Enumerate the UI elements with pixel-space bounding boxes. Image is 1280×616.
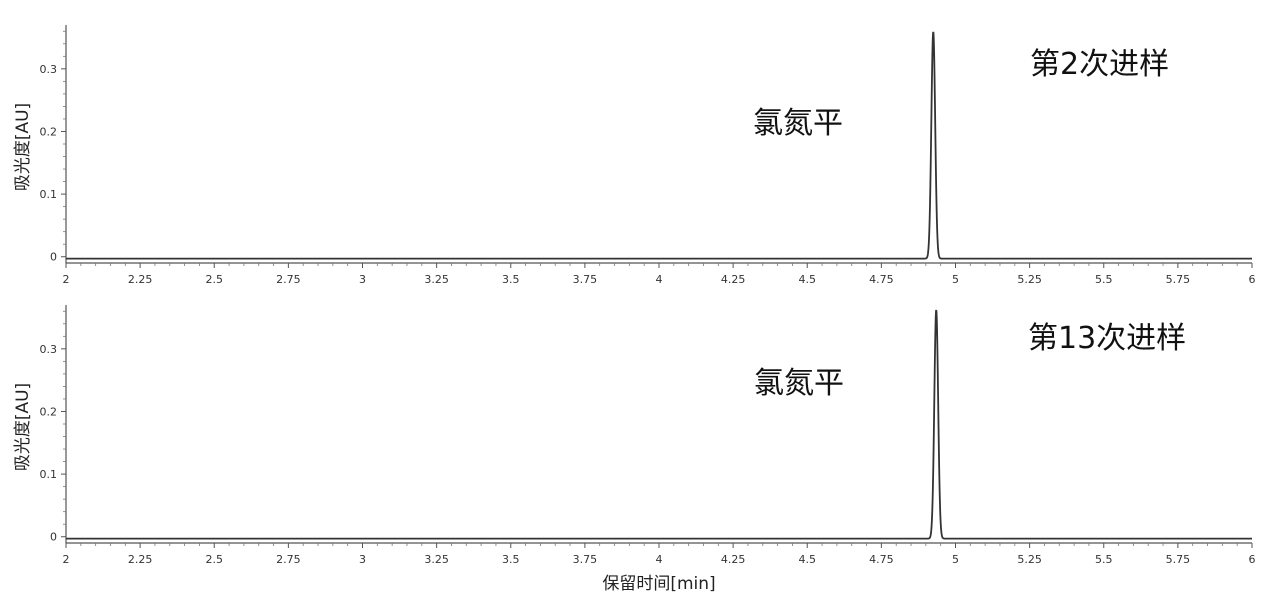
x-tick-label: 5 [952, 553, 959, 566]
x-tick-label: 2.25 [128, 273, 153, 286]
chromatogram-panel-injection-2: 0 0.1 0.2 0.3 2 2.25 2.5 2.75 3 3.25 3.5 3.75 4 4.25… [13, 25, 1256, 286]
y-tick-label: 0.2 [40, 405, 58, 418]
x-tick-label: 4 [656, 273, 663, 286]
x-tick-label: 3.75 [573, 553, 598, 566]
chromatogram-panel-injection-13: 0 0.1 0.2 0.3 2 2.25 2.5 2.75 3 3.25 3.5 3.75 4 4.25… [13, 305, 1256, 594]
x-tick-label: 5.25 [1017, 273, 1042, 286]
x-ticks: 2 2.25 2.5 2.75 3 3.25 3.5 3.75 4 4.25 4.5 4.75 5 5.2… [63, 263, 1256, 286]
x-tick-label: 3 [359, 273, 366, 286]
x-tick-label: 3.75 [573, 273, 598, 286]
x-tick-label: 4.75 [869, 553, 894, 566]
x-tick-label: 4.25 [721, 553, 746, 566]
x-axis-label: 保留时间[min] [602, 574, 715, 594]
y-tick-label: 0 [50, 251, 57, 264]
x-tick-label: 3.25 [424, 273, 449, 286]
chromatogram-trace [66, 31, 1252, 260]
y-tick-label: 0 [50, 531, 57, 544]
x-tick-label: 5.75 [1166, 553, 1191, 566]
x-tick-label: 6 [1249, 273, 1256, 286]
peak-label: 氯氮平 [754, 366, 844, 401]
y-tick-label: 0.3 [40, 63, 58, 76]
x-ticks: 2 2.25 2.5 2.75 3 3.25 3.5 3.75 4 4.25 4.5 4.75 5 5.2… [63, 543, 1256, 566]
y-ticks: 0 0.1 0.2 0.3 [40, 30, 66, 264]
y-tick-label: 0.1 [40, 468, 58, 481]
x-tick-label: 3.5 [502, 273, 520, 286]
x-tick-label: 2 [63, 273, 70, 286]
x-tick-label: 5.75 [1166, 273, 1191, 286]
peak-label: 氯氮平 [753, 106, 843, 141]
x-tick-label: 4.25 [721, 273, 746, 286]
x-tick-label: 5.25 [1017, 553, 1042, 566]
x-tick-label: 2.75 [276, 553, 301, 566]
y-axis-label: 吸光度[AU] [13, 383, 33, 471]
y-tick-label: 0.2 [40, 125, 58, 138]
x-tick-label: 2.75 [276, 273, 301, 286]
x-tick-label: 4.5 [799, 273, 817, 286]
y-axis-label: 吸光度[AU] [13, 103, 33, 191]
y-tick-label: 0.3 [40, 343, 58, 356]
injection-annotation: 第2次进样 [1030, 47, 1169, 82]
x-tick-label: 2 [63, 553, 70, 566]
x-tick-label: 4 [656, 553, 663, 566]
x-tick-label: 6 [1249, 553, 1256, 566]
x-tick-label: 3.25 [424, 553, 449, 566]
x-tick-label: 2.5 [206, 553, 224, 566]
y-tick-label: 0.1 [40, 188, 58, 201]
x-tick-label: 2.5 [206, 273, 224, 286]
y-ticks: 0 0.1 0.2 0.3 [40, 310, 66, 544]
x-tick-label: 5.5 [1095, 273, 1113, 286]
x-tick-label: 3.5 [502, 553, 520, 566]
x-tick-label: 4.5 [799, 553, 817, 566]
x-tick-label: 2.25 [128, 553, 153, 566]
injection-annotation: 第13次进样 [1028, 321, 1186, 356]
x-tick-label: 3 [359, 553, 366, 566]
x-tick-label: 4.75 [869, 273, 894, 286]
x-tick-label: 5 [952, 273, 959, 286]
x-tick-label: 5.5 [1095, 553, 1113, 566]
chromatogram-trace [66, 309, 1252, 540]
